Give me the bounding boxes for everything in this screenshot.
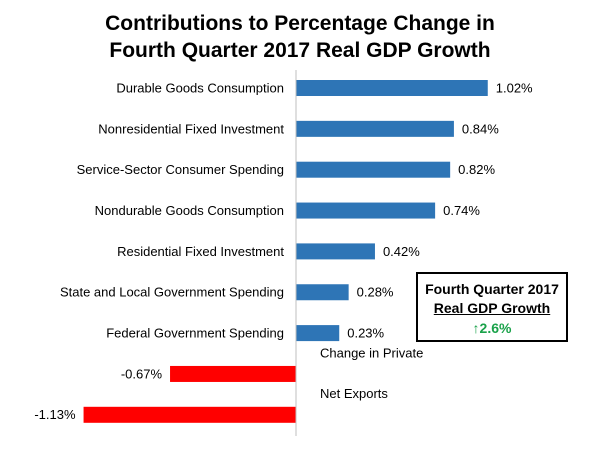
gdp-growth-callout: Fourth Quarter 2017 Real GDP Growth ↑2.6… — [416, 272, 568, 342]
callout-line-1: Fourth Quarter 2017 — [425, 281, 559, 297]
chart-title-line-2: Fourth Quarter 2017 Real GDP Growth — [109, 39, 491, 62]
bar-value-label: 0.28% — [357, 285, 394, 300]
bar-8 — [170, 365, 296, 382]
bar-value-label: 0.42% — [383, 244, 420, 259]
category-label: Service-Sector Consumer Spending — [77, 162, 284, 177]
bar-value-label: 0.84% — [462, 121, 499, 136]
bar-3 — [296, 161, 451, 178]
category-label: Nondurable Goods Consumption — [95, 203, 284, 218]
bar-value-label: -0.67% — [121, 366, 163, 381]
category-label: Residential Fixed Investment — [117, 244, 284, 259]
bar-7 — [296, 325, 340, 342]
category-label: Durable Goods Consumption — [116, 80, 284, 95]
bar-1 — [296, 80, 488, 96]
bar-value-label: 1.02% — [496, 80, 533, 95]
bar-value-label: -1.13% — [34, 407, 76, 422]
bar-value-label: 0.82% — [458, 162, 495, 177]
category-label: Nonresidential Fixed Investment — [98, 121, 284, 136]
bar-4 — [296, 202, 436, 219]
category-label: State and Local Government Spending — [60, 285, 284, 300]
callout-value: 2.6% — [479, 320, 512, 336]
bar-6 — [296, 284, 349, 301]
bar-2 — [296, 120, 454, 137]
callout-line-2: Real GDP Growth — [433, 300, 551, 316]
category-label: Federal Government Spending — [106, 326, 284, 341]
up-arrow-icon: ↑ — [472, 320, 480, 336]
category-label: Change in Private — [320, 345, 423, 360]
bar-value-label: 0.23% — [347, 326, 384, 341]
bar-9 — [83, 406, 296, 423]
bar-5 — [296, 243, 375, 260]
chart-title-line-1: Contributions to Percentage Change in — [105, 12, 495, 35]
category-label: Net Exports — [320, 386, 388, 401]
bar-value-label: 0.74% — [443, 203, 480, 218]
callout-growth-value: ↑2.6% — [418, 320, 566, 336]
